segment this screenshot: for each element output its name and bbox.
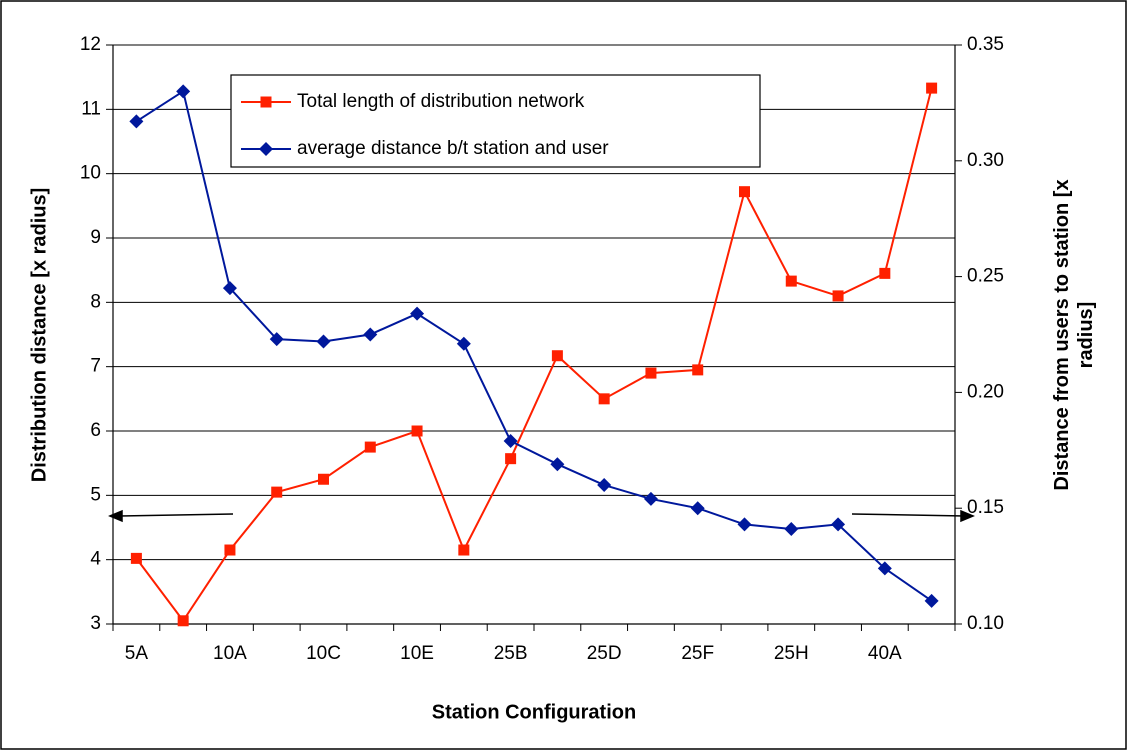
marker	[877, 561, 892, 576]
marker	[410, 306, 425, 321]
y2-tick-label: 0.25	[967, 266, 1004, 287]
marker	[411, 425, 423, 437]
marker	[645, 367, 657, 379]
marker	[269, 332, 284, 347]
marker	[551, 350, 563, 362]
marker	[737, 517, 752, 532]
marker	[926, 82, 938, 94]
marker	[924, 593, 939, 608]
marker	[129, 114, 144, 129]
x-tick-label: 10A	[213, 643, 247, 664]
marker	[456, 336, 471, 351]
marker	[503, 434, 518, 449]
x-axis-title: Station Configuration	[432, 701, 636, 723]
y-tick-label: 5	[90, 484, 101, 505]
marker	[739, 186, 750, 198]
arrows	[108, 509, 975, 523]
y-tick-label: 8	[90, 291, 101, 312]
marker	[692, 364, 704, 376]
legend-marker	[259, 142, 273, 156]
y-tick-label: 10	[80, 163, 101, 184]
y2-tick-label: 0.20	[967, 381, 1004, 402]
marker	[784, 522, 799, 537]
marker	[785, 275, 797, 287]
marker	[879, 267, 891, 279]
legend: Total length of distribution network aver…	[230, 74, 761, 168]
y2-axis-title-text: Distance from users to station [x radius]	[1051, 179, 1097, 490]
y2-axis-title: Distance from users to station [x radius]	[1051, 179, 1097, 490]
marker	[176, 84, 191, 99]
marker	[597, 478, 612, 493]
series-line	[135, 87, 933, 623]
marker	[458, 544, 470, 556]
legend-label: Total length of distribution network	[297, 91, 585, 112]
y-tick-label: 3	[90, 613, 101, 634]
marker	[222, 281, 237, 296]
marker	[318, 473, 329, 485]
legend-label: average distance b/t station and user	[297, 138, 609, 159]
marker	[550, 457, 565, 472]
marker	[177, 615, 189, 627]
y-tick-label: 12	[80, 34, 101, 55]
marker	[598, 393, 610, 405]
x-tick-label: 10E	[400, 643, 434, 664]
x-tick-label: 25D	[587, 643, 622, 664]
x-tick-label: 25H	[774, 643, 809, 664]
y-axis-title: Distribution distance [x radius]	[28, 188, 50, 482]
marker	[690, 501, 705, 516]
marker	[363, 327, 378, 342]
marker	[130, 552, 142, 564]
y-tick-label: 11	[81, 98, 101, 119]
x-tick-label: 5A	[125, 643, 149, 664]
y2-tick-label: 0.30	[967, 150, 1004, 171]
marker	[505, 453, 517, 465]
marker	[316, 334, 331, 349]
series-line	[135, 89, 933, 602]
y2-tick-label: 0.35	[967, 34, 1004, 55]
x-tick-label: 25F	[681, 643, 714, 664]
legend-marker	[260, 96, 272, 108]
marker	[643, 491, 658, 506]
y2-tick-label: 0.10	[967, 613, 1004, 634]
y-tick-label: 4	[90, 549, 101, 570]
marker	[224, 544, 236, 556]
marker	[832, 290, 844, 302]
x-tick-label: 25B	[494, 643, 528, 664]
y-tick-label: 6	[90, 420, 101, 441]
marker	[831, 517, 846, 532]
x-tick-label: 10C	[306, 643, 341, 664]
marker	[364, 441, 376, 453]
x-tick-label: 40A	[868, 643, 902, 664]
y-tick-label: 7	[90, 356, 101, 377]
y-tick-label: 9	[90, 227, 101, 248]
marker	[271, 486, 283, 498]
legend-box	[230, 74, 761, 168]
y2-tick-label: 0.15	[967, 497, 1004, 518]
